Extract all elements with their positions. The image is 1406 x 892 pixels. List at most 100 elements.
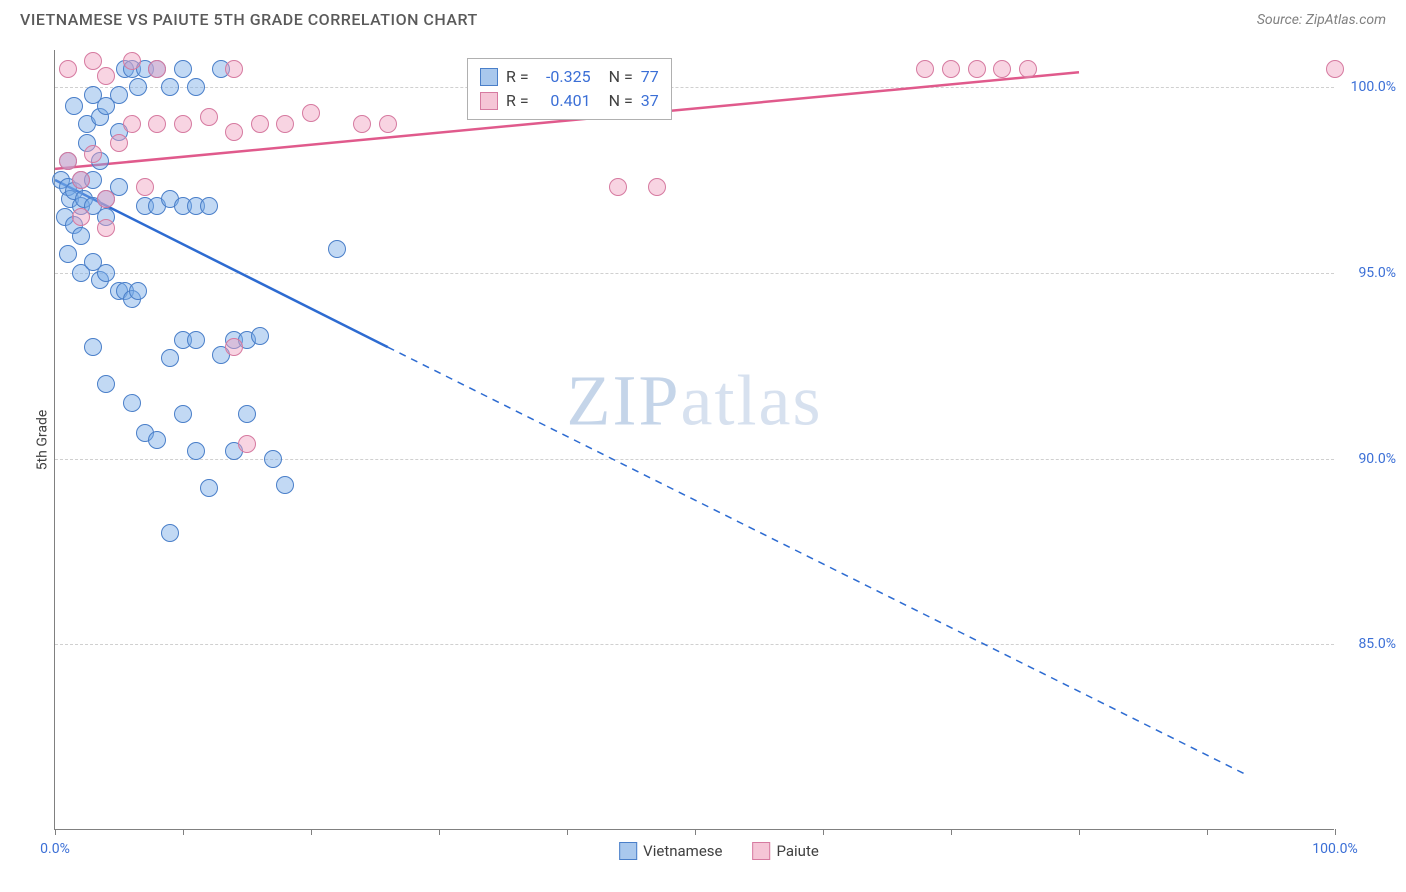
data-point [161,78,179,96]
data-point [225,123,243,141]
data-point [97,67,115,85]
data-point [123,115,141,133]
data-point [161,524,179,542]
source-text: Source: ZipAtlas.com [1257,12,1386,28]
legend-swatch [752,842,770,860]
data-point [353,115,371,133]
y-axis-label: 5th Grade [34,410,50,471]
data-point [136,178,154,196]
data-point [187,331,205,349]
n-label: N = [609,89,633,113]
plot-area: 85.0%90.0%95.0%100.0%0.0%100.0% ZIPatlas… [54,50,1334,830]
data-point [276,115,294,133]
hgrid [55,273,1334,274]
data-point [302,104,320,122]
x-tick [951,829,952,835]
data-point [187,442,205,460]
data-point [97,190,115,208]
data-point [225,60,243,78]
data-point [123,394,141,412]
data-point [84,52,102,70]
x-tick [1079,829,1080,835]
data-point [129,78,147,96]
legend-item: Vietnamese [619,842,722,860]
data-point [72,227,90,245]
data-point [84,145,102,163]
data-point [993,60,1011,78]
data-point [1019,60,1037,78]
data-point [84,338,102,356]
r-label: R = [506,89,529,113]
y-tick-label: 100.0% [1351,79,1396,95]
data-point [251,327,269,345]
r-label: R = [506,65,529,89]
y-tick-label: 90.0% [1358,451,1396,467]
data-point [609,178,627,196]
x-tick-label: 100.0% [1312,841,1357,857]
data-point [59,245,77,263]
data-point [97,264,115,282]
y-tick-label: 85.0% [1358,636,1396,652]
x-tick [55,829,56,835]
data-point [276,476,294,494]
chart-title: VIETNAMESE VS PAIUTE 5TH GRADE CORRELATI… [20,10,478,29]
stats-box: R =-0.325N =77R =0.401N =37 [467,58,672,120]
hgrid [55,459,1334,460]
data-point [200,197,218,215]
data-point [97,375,115,393]
hgrid [55,87,1334,88]
data-point [1326,60,1344,78]
data-point [148,60,166,78]
data-point [648,178,666,196]
data-point [65,97,83,115]
x-tick-label: 0.0% [40,841,70,857]
data-point [59,60,77,78]
legend-label: Vietnamese [643,842,722,860]
x-tick [695,829,696,835]
data-point [72,171,90,189]
x-tick [311,829,312,835]
data-point [251,115,269,133]
legend-swatch [619,842,637,860]
data-point [968,60,986,78]
data-point [123,52,141,70]
data-point [942,60,960,78]
stats-row: R =-0.325N =77 [480,65,659,89]
n-value: 37 [641,89,659,113]
plot-wrap: 5th Grade 85.0%90.0%95.0%100.0%0.0%100.0… [54,50,1384,830]
data-point [59,152,77,170]
data-point [148,431,166,449]
r-value: 0.401 [537,89,591,113]
x-tick [439,829,440,835]
data-point [129,282,147,300]
data-point [110,86,128,104]
x-tick [183,829,184,835]
n-value: 77 [641,65,659,89]
data-point [174,60,192,78]
x-tick [823,829,824,835]
data-point [264,450,282,468]
data-point [72,208,90,226]
legend-label: Paiute [776,842,818,860]
data-point [200,479,218,497]
series-swatch [480,68,498,86]
series-swatch [480,92,498,110]
data-point [916,60,934,78]
data-point [174,405,192,423]
data-point [148,115,166,133]
data-point [225,338,243,356]
data-point [238,435,256,453]
data-point [97,219,115,237]
data-point [110,134,128,152]
watermark: ZIPatlas [567,359,823,442]
data-point [161,349,179,367]
r-value: -0.325 [537,65,591,89]
data-point [200,108,218,126]
bottom-legend: Vietnamese Paiute [619,842,819,860]
data-point [379,115,397,133]
data-point [174,115,192,133]
hgrid [55,644,1334,645]
x-tick [1207,829,1208,835]
data-point [328,240,346,258]
x-tick [1335,829,1336,835]
